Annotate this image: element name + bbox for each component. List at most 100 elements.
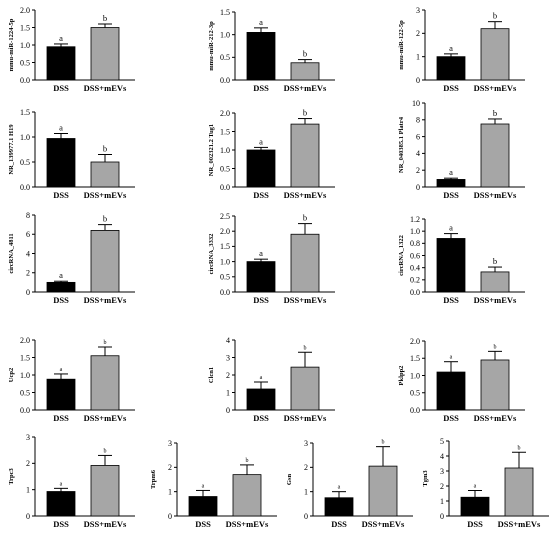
y-tick-label: 1.0: [410, 371, 420, 380]
bar-dss-mevs: [90, 161, 120, 188]
y-tick-label: 6: [26, 230, 30, 239]
bar-dss-mevs: [480, 271, 510, 293]
chart-panel-14: 0 1 2 3 Gsn a DSS b DSS+mEVs: [286, 439, 413, 529]
y-axis-label: mmu-miR-1224-5p: [8, 18, 15, 71]
y-tick-label: 6: [416, 132, 420, 141]
y-axis-label: NR_139977.1 H19: [8, 124, 15, 175]
significance-letter: b: [493, 108, 497, 118]
y-tick-label: 0: [168, 512, 172, 521]
bar-dss: [436, 238, 466, 293]
y-tick-label: 3: [226, 353, 230, 362]
y-tick-label: 1.5: [20, 353, 30, 362]
y-tick-label: 1.5: [20, 108, 30, 117]
chart-panel-0: 0.0 0.5 1.0 1.5 2.0 mmu-miR-1224-5p a DSS b DSS+m…: [8, 6, 135, 93]
y-tick-label: 1.0: [20, 371, 30, 380]
y-tick-label: 2.0: [410, 337, 420, 346]
y-tick-label: 0.6: [410, 251, 420, 260]
category-label: DSS+mEVs: [226, 519, 269, 529]
y-tick-label: 4: [440, 452, 444, 461]
category-label: DSS: [253, 295, 269, 305]
y-axis-label: Ucp2: [8, 368, 15, 382]
category-label: DSS+mEVs: [498, 519, 541, 529]
significance-letter: a: [449, 43, 453, 53]
bar-dss-mevs: [480, 28, 510, 81]
y-tick-label: 2: [416, 166, 420, 175]
significance-letter: a: [259, 17, 263, 27]
chart-panel-4: 0.0 0.5 1.0 1.5 2.0 NR_002321.2 Tug1 a DSS b DSS+…: [208, 108, 335, 200]
category-label: DSS+mEVs: [284, 83, 327, 93]
significance-letter: b: [103, 144, 107, 154]
y-tick-label: 2.5: [220, 212, 230, 221]
y-axis-label: Trpm6: [150, 469, 157, 489]
category-label: DSS: [53, 83, 69, 93]
bar-dss: [46, 281, 76, 293]
y-tick-label: 0.0: [20, 76, 30, 85]
bar-dss-mevs: [290, 62, 320, 81]
y-tick-label: 1.5: [220, 8, 230, 17]
category-label: DSS+mEVs: [84, 413, 127, 423]
category-label: DSS: [443, 413, 459, 423]
bar-dss: [246, 261, 276, 293]
bar-dss: [436, 56, 466, 81]
y-tick-label: 0.0: [220, 183, 230, 192]
y-axis-label: Gsn: [286, 474, 293, 486]
y-tick-label: 2.0: [20, 6, 30, 15]
y-tick-label: 3: [168, 439, 172, 448]
y-tick-label: 1.5: [220, 242, 230, 251]
category-label: DSS+mEVs: [84, 83, 127, 93]
y-tick-label: 1.2: [410, 215, 420, 224]
category-label: DSS: [443, 190, 459, 200]
significance-letter: b: [104, 448, 107, 454]
category-label: DSS+mEVs: [284, 295, 327, 305]
chart-panel-12: 0 1 2 3 Trpc3 a DSS b DSS+mEVs: [8, 433, 135, 529]
category-label: DSS: [53, 413, 69, 423]
significance-letter: b: [494, 344, 497, 350]
bar-dss: [46, 138, 76, 188]
y-tick-label: 1.5: [20, 23, 30, 32]
bar-dss-mevs: [290, 233, 320, 293]
category-label: DSS+mEVs: [284, 413, 327, 423]
chart-panel-13: 0 1 2 3 Trpm6 a DSS b DSS+mEVs: [150, 439, 277, 529]
bar-dss-mevs: [90, 465, 120, 517]
y-axis-label: Tgm3: [422, 470, 429, 487]
significance-letter: b: [103, 13, 107, 23]
y-tick-label: 1.0: [20, 133, 30, 142]
bar-dss: [188, 496, 218, 517]
bar-dss: [246, 149, 276, 188]
bar-dss: [246, 32, 276, 81]
y-axis-label: circRNA_3332: [208, 234, 215, 275]
significance-letter: b: [493, 11, 497, 21]
significance-letter: b: [104, 340, 107, 346]
chart-panel-3: 0.0 0.5 1.0 1.5 NR_139977.1 H19 a DSS b DSS+mEVs: [8, 108, 135, 200]
y-tick-label: 0.5: [20, 388, 30, 397]
category-label: DSS+mEVs: [474, 83, 517, 93]
y-tick-label: 2: [304, 463, 308, 472]
significance-letter: b: [493, 256, 497, 266]
category-label: DSS: [331, 519, 347, 529]
y-tick-label: 0: [26, 512, 30, 521]
y-tick-label: 0.0: [20, 183, 30, 192]
significance-letter: a: [202, 483, 205, 489]
category-label: DSS+mEVs: [84, 519, 127, 529]
y-tick-label: 1.0: [410, 227, 420, 236]
chart-panel-8: 0.0 0.2 0.4 0.6 0.8 1.0 1.2 circRNA_1322 a DSS b DS…: [398, 215, 525, 305]
y-tick-label: 0: [440, 512, 444, 521]
y-tick-label: 10: [412, 99, 420, 108]
y-tick-label: 3: [26, 433, 30, 442]
significance-letter: a: [474, 484, 477, 490]
y-tick-label: 1.5: [220, 127, 230, 136]
y-tick-label: 0.5: [220, 273, 230, 282]
significance-letter: a: [449, 223, 453, 233]
y-tick-label: 0.5: [220, 164, 230, 173]
significance-letter: a: [59, 123, 63, 133]
chart-panel-2: 0 1 2 3 mmu-miR-122-5p a DSS b DSS+mEVs: [398, 6, 525, 93]
category-label: DSS+mEVs: [362, 519, 405, 529]
category-label: DSS: [253, 190, 269, 200]
significance-letter: b: [246, 458, 249, 464]
bar-dss: [46, 491, 76, 517]
bar-dss-mevs: [290, 123, 320, 188]
y-tick-label: 0.5: [220, 53, 230, 62]
category-label: DSS: [53, 519, 69, 529]
